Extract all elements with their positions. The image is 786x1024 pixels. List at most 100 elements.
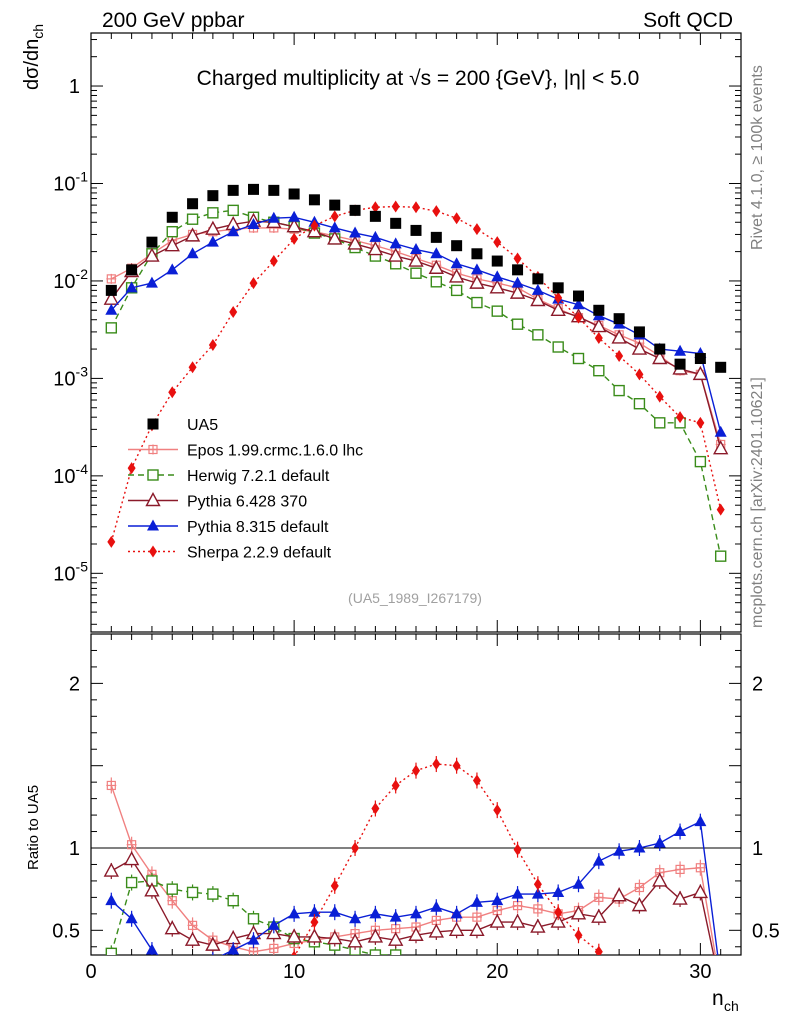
x-axis-label: n ch [712,987,739,1014]
ratio-point-pythia-8-315-default [470,895,483,907]
ratio-point-pythia-6-428-370 [286,928,302,943]
point-pythia-6-428-370 [408,252,424,267]
ratio-point-sherpa-2-2-9-default [189,1002,197,1014]
x-tick-label: 30 [689,961,711,983]
header-right-label: Soft QCD [643,9,733,32]
point-pythia-8-315-default [430,247,443,259]
ratio-point-epos-1-99-crmc-1-6-0-lhc [675,864,686,875]
ratio-point-pythia-6-428-370 [388,931,404,946]
point-pythia-6-428-370 [164,237,180,252]
ratio-point-pythia-8-315-default [166,962,178,973]
ratio-point-herwig-7-2-1-default [369,949,382,955]
point-herwig-7-2-1-default [633,398,646,410]
point-sherpa-2-2-9-default [554,291,563,304]
analysis-id-label: (UA5_1989_I267179) [348,590,482,606]
ratio-point-pythia-8-315-default [653,836,666,848]
mcplots-label: mcplots.cern.ch [arXiv:2401.10621] [749,377,766,628]
data-point-ua5 [126,264,138,276]
ratio-point-pythia-6-428-370 [144,882,160,897]
point-herwig-7-2-1-default [450,284,463,297]
ratio-point-pythia-6-428-370 [205,936,221,951]
point-sherpa-2-2-9-default [676,411,685,424]
legend-label: Sherpa 2.2.9 default [187,545,332,562]
point-pythia-8-315-default [125,281,138,293]
ratio-point-sherpa-2-2-9-default [635,970,643,982]
ratio-point-herwig-7-2-1-default [411,958,421,968]
ratio-point-sherpa-2-2-9-default [452,759,461,772]
point-pythia-6-428-370 [184,227,201,242]
ratio-point-pythia-8-315-default [410,907,422,919]
data-point-ua5 [471,248,483,260]
point-herwig-7-2-1-default [166,226,178,238]
data-point-ua5 [410,224,422,236]
ratio-point-pythia-8-315-default [389,910,402,922]
point-herwig-7-2-1-default [471,296,483,309]
ratio-point-pythia-6-428-370 [591,908,607,923]
ratio-point-pythia-6-428-370 [428,923,444,938]
point-herwig-7-2-1-default [207,207,219,219]
ratio-point-herwig-7-2-1-default [472,962,482,972]
data-point-ua5 [105,284,117,296]
ratio-tick-label: 0.5 [52,920,80,942]
point-herwig-7-2-1-default [613,384,625,397]
point-pythia-8-315-default [410,243,422,255]
point-sherpa-2-2-9-default [168,386,177,399]
ratio-point-epos-1-99-crmc-1-6-0-lhc [106,780,117,791]
ratio-point-pythia-6-428-370 [306,928,323,943]
point-herwig-7-2-1-default [511,318,524,330]
ratio-point-herwig-7-2-1-default [247,913,260,925]
x-tick-label: 20 [486,961,508,983]
point-pythia-6-428-370 [448,268,465,283]
data-point-ua5 [390,217,402,229]
data-point-ua5 [166,211,178,223]
data-point-ua5 [288,188,300,200]
chart-title: Charged multiplicity at √s = 200 {GeV}, … [197,67,640,90]
ratio-point-sherpa-2-2-9-default [371,802,380,815]
legend-label: UA5 [187,417,218,434]
legend-entry: Pythia 6.428 370 [128,492,307,511]
ratio-point-pythia-8-315-default [694,815,707,827]
point-herwig-7-2-1-default [227,204,239,217]
ratio-point-pythia-6-428-370 [184,931,201,946]
ratio-point-pythia-6-428-370 [489,913,505,928]
ratio-point-sherpa-2-2-9-default [168,1003,176,1015]
point-pythia-8-315-default [714,425,727,437]
ratio-point-epos-1-99-crmc-1-6-0-lhc [532,903,543,914]
point-pythia-8-315-default [349,226,362,238]
point-sherpa-2-2-9-default [574,311,583,324]
point-sherpa-2-2-9-default [330,210,339,223]
ratio-point-pythia-8-315-default [592,854,605,866]
point-pythia-6-428-370 [327,230,343,245]
ratio-point-herwig-7-2-1-default [695,993,705,1003]
ratio-point-epos-1-99-crmc-1-6-0-lhc [167,895,178,906]
data-point-ua5 [552,282,564,294]
ratio-point-pythia-8-315-default [450,907,463,919]
svg-text:ch: ch [724,998,739,1014]
data-point-ua5 [329,199,341,211]
ratio-point-pythia-6-428-370 [611,887,627,902]
legend-label: Epos 1.99.crmc.1.6.0 lhc [187,443,363,460]
point-sherpa-2-2-9-default [615,349,624,362]
ratio-point-sherpa-2-2-9-default [128,1005,136,1017]
legend-entry: Pythia 8.315 default [128,519,329,536]
ratio-point-pythia-6-428-370 [672,890,688,905]
point-pythia-8-315-default [369,230,382,242]
legend-entry: UA5 [147,417,218,434]
point-sherpa-2-2-9-default [290,232,299,245]
data-point-ua5 [674,358,686,370]
data-point-ua5 [268,184,280,196]
ratio-point-pythia-8-315-default [105,894,118,906]
ratio-point-pythia-8-315-default [227,943,240,955]
ratio-point-sherpa-2-2-9-default [330,879,339,892]
ratio-point-pythia-8-315-default [552,885,565,897]
y-tick-label: 10-1 [53,168,88,195]
ratio-line-epos-1-99-crmc-1-6-0-lhc [110,785,717,955]
svg-text:n: n [712,987,724,1010]
legend-marker [147,418,159,430]
ratio-point-sherpa-2-2-9-default [310,916,319,929]
ratio-point-epos-1-99-crmc-1-6-0-lhc [471,912,482,923]
legend-label: Herwig 7.2.1 default [187,468,330,485]
point-pythia-8-315-default [166,263,179,275]
point-sherpa-2-2-9-default [249,277,258,290]
point-sherpa-2-2-9-default [310,219,319,232]
